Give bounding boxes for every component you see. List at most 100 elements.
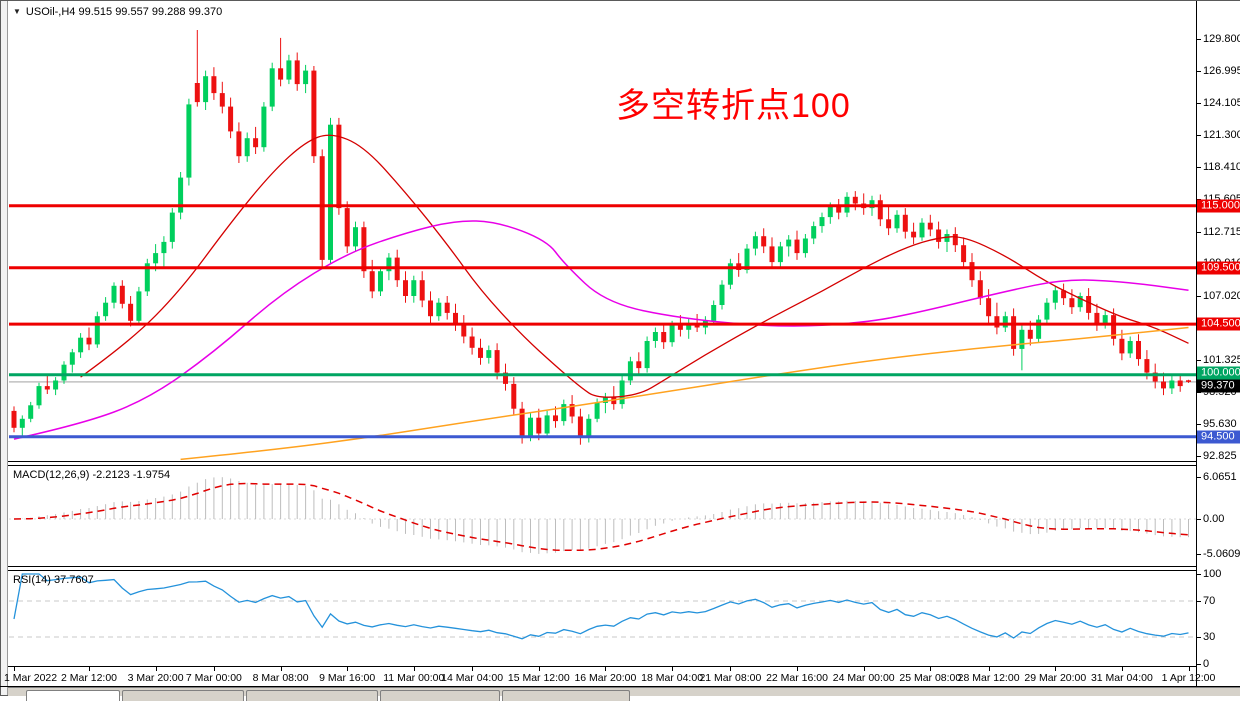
time-axis-tick xyxy=(672,667,674,671)
chart-tabstrip xyxy=(8,687,1240,701)
time-axis-label: 25 Mar 08:00 xyxy=(899,672,962,684)
chart-text-annotation: 多空转折点100 xyxy=(616,87,851,125)
price-tick-label: 124.105 xyxy=(1203,97,1240,110)
time-axis-tick xyxy=(213,667,215,671)
time-axis-label: 18 Mar 04:00 xyxy=(641,672,704,684)
pane-separator-gap xyxy=(8,462,1196,465)
time-axis-tick xyxy=(280,667,282,671)
rsi-axis-tick xyxy=(1196,601,1201,602)
rsi-tick-label: 70 xyxy=(1203,595,1216,607)
rsi-axis-tick xyxy=(1196,637,1201,638)
time-axis-label: 2 Mar 12:00 xyxy=(60,672,118,684)
time-axis-label: 11 Mar 00:00 xyxy=(383,672,445,684)
pane-separator[interactable] xyxy=(8,570,1196,571)
time-axis-tick xyxy=(1121,667,1123,671)
price-tick-label: 112.715 xyxy=(1203,225,1240,238)
time-axis-tick xyxy=(730,667,732,671)
time-axis-label: 8 Mar 08:00 xyxy=(252,672,309,684)
level-price-label: 109.500 xyxy=(1197,261,1240,275)
time-axis-tick xyxy=(347,667,349,671)
time-axis-label: 16 Mar 20:00 xyxy=(574,672,637,684)
window-border-top xyxy=(0,0,1240,1)
price-axis-tick xyxy=(1196,39,1201,40)
time-axis-tick xyxy=(538,667,540,671)
price-tick-label: 121.300 xyxy=(1203,128,1240,141)
time-axis-label: 3 Mar 20:00 xyxy=(127,672,184,684)
macd-indicator-label: MACD(12,26,9) -2.2123 -1.9754 xyxy=(13,469,171,481)
pane-separator[interactable] xyxy=(8,461,1196,462)
time-axis-label: 31 Mar 04:00 xyxy=(1090,672,1153,684)
level-price-label: 104.500 xyxy=(1197,317,1240,331)
rsi-axis-tick xyxy=(1196,664,1201,665)
price-axis-tick xyxy=(1196,103,1201,105)
level-price-label: 100.000 xyxy=(1197,366,1240,380)
current-price-label: 99.370 xyxy=(1197,379,1240,393)
tabstrip-border xyxy=(0,686,1240,687)
time-axis-tick xyxy=(863,667,865,671)
price-tick-label: 101.325 xyxy=(1203,353,1240,366)
symbol-header: ▼ USOil-,H4 99.515 99.557 99.288 99.370 xyxy=(13,6,222,18)
rsi-indicator-label: RSI(14) 37.7607 xyxy=(13,574,94,586)
chevron-down-icon[interactable]: ▼ xyxy=(13,7,21,16)
macd-tick-label: 0.00 xyxy=(1203,513,1225,525)
time-axis-label: 1 Mar 2022 xyxy=(4,672,58,684)
price-axis-tick xyxy=(1196,455,1201,457)
level-price-label: 94.500 xyxy=(1197,430,1240,444)
time-axis-tick xyxy=(155,667,157,671)
time-axis-label: 1 Apr 12:00 xyxy=(1161,672,1216,684)
macd-tick-label: -5.0609 xyxy=(1203,547,1240,560)
time-axis-tick xyxy=(988,667,990,671)
price-tick-label: 92.825 xyxy=(1203,449,1237,462)
time-axis-label: 15 Mar 12:00 xyxy=(507,672,570,684)
time-axis-label: 9 Mar 16:00 xyxy=(319,672,376,684)
macd-tick-label: 6.0651 xyxy=(1203,471,1237,484)
time-axis-tick xyxy=(472,667,474,671)
price-axis-tick xyxy=(1196,295,1201,297)
price-axis-tick xyxy=(1196,231,1201,233)
time-axis-tick xyxy=(605,667,607,671)
time-axis-tick xyxy=(930,667,932,671)
rsi-tick-label: 100 xyxy=(1203,568,1222,580)
time-axis-tick xyxy=(1055,667,1057,671)
rsi-tick-label: 0 xyxy=(1203,658,1210,670)
level-price-label: 115.000 xyxy=(1197,199,1240,213)
price-tick-label: 95.630 xyxy=(1203,418,1237,431)
price-tick-label: 107.020 xyxy=(1203,289,1240,302)
macd-axis-tick xyxy=(1196,553,1201,555)
time-axis-border xyxy=(8,666,1196,667)
time-axis-label: 28 Mar 12:00 xyxy=(957,672,1020,684)
time-axis-tick xyxy=(14,667,15,671)
rsi-axis-tick xyxy=(1196,574,1201,575)
rsi-tick-label: 30 xyxy=(1203,631,1216,643)
price-axis-tick xyxy=(1196,70,1201,72)
symbol-period-label: USOil-,H4 xyxy=(25,6,76,18)
price-axis-tick xyxy=(1196,424,1201,426)
price-axis-tick xyxy=(1196,134,1201,136)
time-axis-label: 22 Mar 16:00 xyxy=(766,672,828,684)
time-axis-tick xyxy=(89,667,90,671)
price-axis-border xyxy=(1196,1,1197,686)
time-axis-label: 14 Mar 04:00 xyxy=(441,672,504,684)
pane-separator[interactable] xyxy=(8,566,1196,567)
window-border-left-fill xyxy=(1,1,7,695)
time-axis-tick xyxy=(413,667,415,671)
price-axis-tick xyxy=(1196,359,1201,361)
time-axis-tick xyxy=(797,667,798,671)
window-border-left xyxy=(0,0,1,696)
macd-axis-tick xyxy=(1196,477,1201,479)
time-axis-label: 21 Mar 08:00 xyxy=(699,672,762,684)
time-axis-label: 29 Mar 20:00 xyxy=(1024,672,1087,684)
window-border-left-inner xyxy=(7,1,8,695)
pane-separator[interactable] xyxy=(8,465,1196,466)
time-axis-label: 24 Mar 00:00 xyxy=(832,672,895,684)
time-axis-label: 7 Mar 00:00 xyxy=(185,672,242,684)
time-axis-tick xyxy=(1188,667,1190,671)
price-axis-tick xyxy=(1196,167,1201,169)
price-tick-label: 129.800 xyxy=(1203,33,1240,45)
price-tick-label: 126.995 xyxy=(1203,64,1240,77)
macd-axis-tick xyxy=(1196,519,1201,520)
pane-separator-gap xyxy=(8,567,1196,570)
price-tick-label: 118.410 xyxy=(1203,161,1240,174)
